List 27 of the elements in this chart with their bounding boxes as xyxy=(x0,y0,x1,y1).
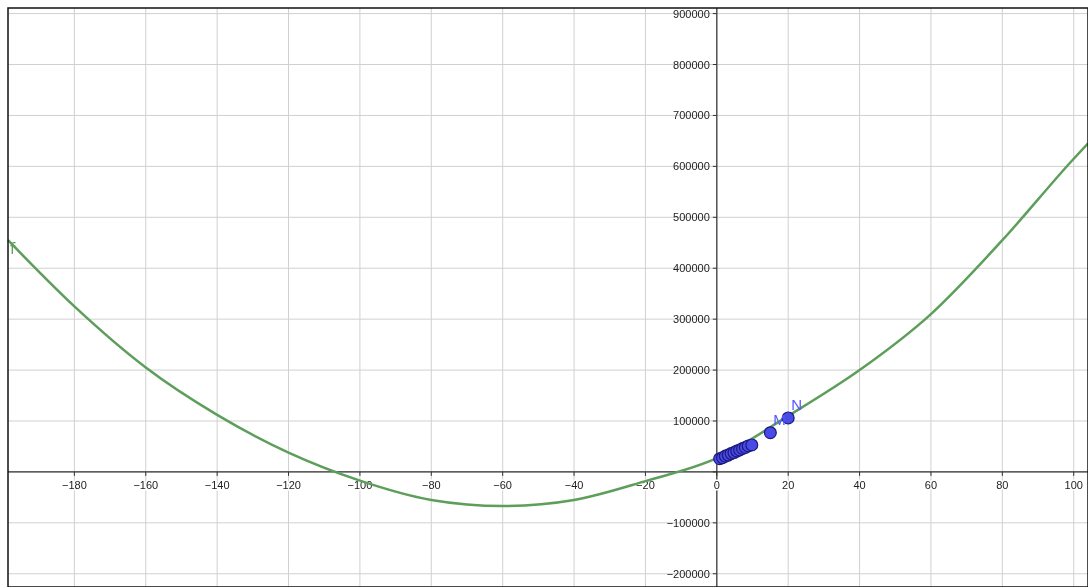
y-tick-label: 400000 xyxy=(673,262,710,275)
y-tick-label: −200000 xyxy=(666,567,710,580)
y-tick-label: 800000 xyxy=(673,58,710,71)
x-tick-label: −60 xyxy=(493,478,513,491)
point xyxy=(763,426,777,440)
y-tick-label: 200000 xyxy=(673,364,710,377)
x-tick-label: 100 xyxy=(1064,478,1083,491)
x-tick-label: −160 xyxy=(133,478,159,491)
x-tick-label: 80 xyxy=(996,478,1009,491)
annotation: N xyxy=(791,395,803,413)
x-tick-label: 20 xyxy=(782,478,795,491)
y-tick-label: −100000 xyxy=(666,516,710,529)
point xyxy=(745,438,759,452)
x-tick-label: −120 xyxy=(276,478,301,491)
x-tick-label: −140 xyxy=(204,478,230,491)
x-tick-label: −180 xyxy=(61,478,87,491)
y-tick-label: 100000 xyxy=(673,414,710,427)
x-tick-label: −40 xyxy=(564,478,584,491)
y-tick-label: 300000 xyxy=(673,313,710,326)
y-tick-label: 500000 xyxy=(673,211,710,224)
line-series xyxy=(6,142,1088,508)
y-tick-label: 600000 xyxy=(673,160,710,173)
x-tick-label: 40 xyxy=(853,478,866,491)
x-tick-label: 60 xyxy=(924,478,938,491)
y-tick-label: 900000 xyxy=(673,7,710,20)
y-tick-label: 700000 xyxy=(673,109,710,122)
x-tick-label: −80 xyxy=(421,478,441,491)
